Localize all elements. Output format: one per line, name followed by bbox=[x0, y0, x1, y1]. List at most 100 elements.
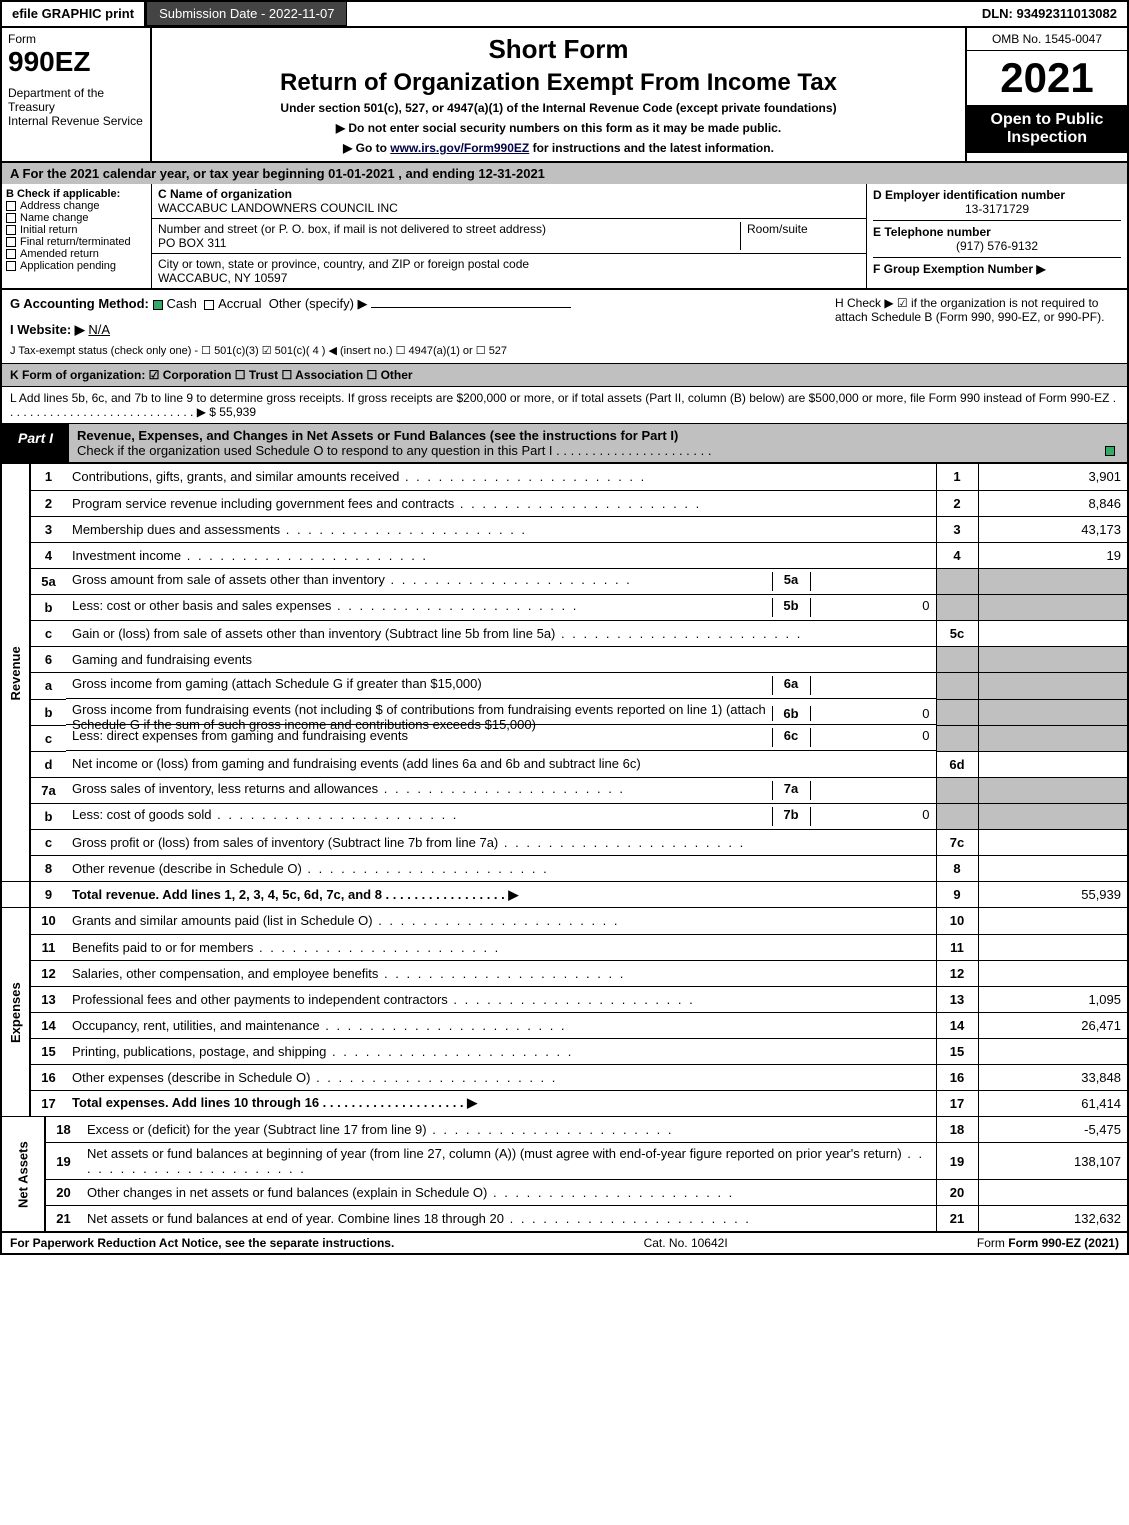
ln8-desc: Other revenue (describe in Schedule O) bbox=[66, 856, 936, 882]
dept-label: Department of the Treasury Internal Reve… bbox=[8, 86, 144, 128]
opt-address-change: Address change bbox=[20, 200, 100, 212]
ln20-amt bbox=[978, 1180, 1128, 1206]
ln5a-subv bbox=[810, 572, 930, 591]
irs-link[interactable]: www.irs.gov/Form990EZ bbox=[390, 141, 529, 155]
ln14-amt: 26,471 bbox=[978, 1012, 1128, 1038]
ln6a-subv bbox=[810, 676, 930, 695]
l-value: 55,939 bbox=[219, 405, 256, 419]
ln18-box: 18 bbox=[936, 1117, 978, 1143]
ln19-box: 19 bbox=[936, 1143, 978, 1180]
form-header: Form 990EZ Department of the Treasury In… bbox=[0, 26, 1129, 163]
form-number: 990EZ bbox=[8, 46, 144, 78]
efile-button[interactable]: efile GRAPHIC print bbox=[2, 2, 146, 26]
ln3-amt: 43,173 bbox=[978, 516, 1128, 542]
footer-left: For Paperwork Reduction Act Notice, see … bbox=[10, 1236, 394, 1250]
ein-value: 13-3171729 bbox=[873, 202, 1121, 216]
ln7c-amt bbox=[978, 830, 1128, 856]
ln8-num: 8 bbox=[30, 856, 66, 882]
ln6-amt-shade bbox=[978, 647, 1128, 673]
row-k-org-form: K Form of organization: ☑ Corporation ☐ … bbox=[0, 364, 1129, 387]
ln7b-subv: 0 bbox=[810, 807, 930, 826]
ln5a-desc: Gross amount from sale of assets other t… bbox=[72, 572, 772, 591]
ln11-box: 11 bbox=[936, 934, 978, 960]
ln11-num: 11 bbox=[30, 934, 66, 960]
chk-app-pending[interactable] bbox=[6, 261, 16, 271]
ln18-desc: Excess or (deficit) for the year (Subtra… bbox=[81, 1117, 936, 1143]
c-street-label: Number and street (or P. O. box, if mail… bbox=[158, 222, 546, 236]
other-specify-line[interactable] bbox=[371, 307, 571, 308]
c-city-label: City or town, state or province, country… bbox=[158, 257, 529, 271]
d-label: D Employer identification number bbox=[873, 188, 1121, 202]
chk-cash[interactable] bbox=[153, 300, 163, 310]
ln6a-desc: Gross income from gaming (attach Schedul… bbox=[72, 676, 772, 695]
form-note-ssn: ▶ Do not enter social security numbers o… bbox=[158, 121, 959, 135]
ln19-desc: Net assets or fund balances at beginning… bbox=[81, 1143, 936, 1180]
ln5b-num: b bbox=[30, 595, 66, 621]
ln11-amt bbox=[978, 934, 1128, 960]
opt-other: Other (specify) ▶ bbox=[269, 296, 368, 311]
expenses-table: Expenses 10 Grants and similar amounts p… bbox=[0, 908, 1129, 1117]
top-bar: efile GRAPHIC print Submission Date - 20… bbox=[0, 0, 1129, 26]
ln6b-num: b bbox=[30, 699, 66, 725]
ln10-box: 10 bbox=[936, 908, 978, 934]
chk-address-change[interactable] bbox=[6, 201, 16, 211]
ln7a-subv bbox=[810, 781, 930, 800]
ln14-box: 14 bbox=[936, 1012, 978, 1038]
ln7a-desc: Gross sales of inventory, less returns a… bbox=[72, 781, 772, 800]
ln6d-box: 6d bbox=[936, 751, 978, 777]
ln7b-desc: Less: cost of goods sold bbox=[72, 807, 772, 826]
ln15-amt bbox=[978, 1038, 1128, 1064]
sidelabel-netassets: Net Assets bbox=[1, 1117, 45, 1232]
col-d-ein: D Employer identification number 13-3171… bbox=[867, 184, 1127, 288]
ln6c-sub: 6c bbox=[772, 728, 810, 747]
sidelabel-revenue: Revenue bbox=[1, 464, 30, 882]
ln9-num: 9 bbox=[30, 882, 66, 908]
ln21-box: 21 bbox=[936, 1206, 978, 1232]
ln1-box: 1 bbox=[936, 464, 978, 490]
ln6a-num: a bbox=[30, 673, 66, 700]
chk-accrual[interactable] bbox=[204, 300, 214, 310]
ln20-desc: Other changes in net assets or fund bala… bbox=[81, 1180, 936, 1206]
ln9-desc: Total revenue. Add lines 1, 2, 3, 4, 5c,… bbox=[72, 887, 518, 902]
ln12-desc: Salaries, other compensation, and employ… bbox=[66, 960, 936, 986]
room-label: Room/suite bbox=[747, 222, 808, 236]
ln7a-box-shade bbox=[936, 777, 978, 804]
note-post: for instructions and the latest informat… bbox=[529, 141, 774, 155]
ln2-box: 2 bbox=[936, 490, 978, 516]
opt-app-pending: Application pending bbox=[20, 260, 116, 272]
ln16-box: 16 bbox=[936, 1064, 978, 1090]
dln-label: DLN: 93492311013082 bbox=[972, 2, 1127, 26]
chk-name-change[interactable] bbox=[6, 213, 16, 223]
org-city: WACCABUC, NY 10597 bbox=[158, 271, 287, 285]
ln5b-subv: 0 bbox=[810, 598, 930, 617]
ln17-num: 17 bbox=[30, 1090, 66, 1116]
ln5a-num: 5a bbox=[30, 568, 66, 595]
ln10-desc: Grants and similar amounts paid (list in… bbox=[66, 908, 936, 934]
chk-initial-return[interactable] bbox=[6, 225, 16, 235]
ln7b-sub: 7b bbox=[772, 807, 810, 826]
ln5b-amt-shade bbox=[978, 595, 1128, 621]
h-check: H Check ▶ ☑ if the organization is not r… bbox=[827, 290, 1127, 363]
part1-header: Part I Revenue, Expenses, and Changes in… bbox=[0, 423, 1129, 464]
ln15-desc: Printing, publications, postage, and shi… bbox=[66, 1038, 936, 1064]
note-pre: ▶ Go to bbox=[343, 141, 390, 155]
ln11-desc: Benefits paid to or for members bbox=[66, 934, 936, 960]
sidelabel-blank1 bbox=[1, 882, 30, 908]
ln13-amt: 1,095 bbox=[978, 986, 1128, 1012]
ln7a-sub: 7a bbox=[772, 781, 810, 800]
chk-final-return[interactable] bbox=[6, 237, 16, 247]
ln6c-subv: 0 bbox=[810, 728, 930, 747]
part1-schedule-o-check[interactable] bbox=[1105, 446, 1115, 456]
ln4-num: 4 bbox=[30, 542, 66, 568]
ln20-num: 20 bbox=[45, 1180, 81, 1206]
org-info-grid: B Check if applicable: Address change Na… bbox=[0, 184, 1129, 290]
ln17-desc: Total expenses. Add lines 10 through 16 … bbox=[72, 1095, 477, 1110]
ln1-num: 1 bbox=[30, 464, 66, 490]
chk-amended[interactable] bbox=[6, 249, 16, 259]
ln7b-box-shade bbox=[936, 804, 978, 830]
part1-tab: Part I bbox=[2, 424, 69, 462]
ln5a-amt-shade bbox=[978, 568, 1128, 595]
ln3-box: 3 bbox=[936, 516, 978, 542]
sidelabel-expenses: Expenses bbox=[1, 908, 30, 1116]
ln2-desc: Program service revenue including govern… bbox=[66, 490, 936, 516]
